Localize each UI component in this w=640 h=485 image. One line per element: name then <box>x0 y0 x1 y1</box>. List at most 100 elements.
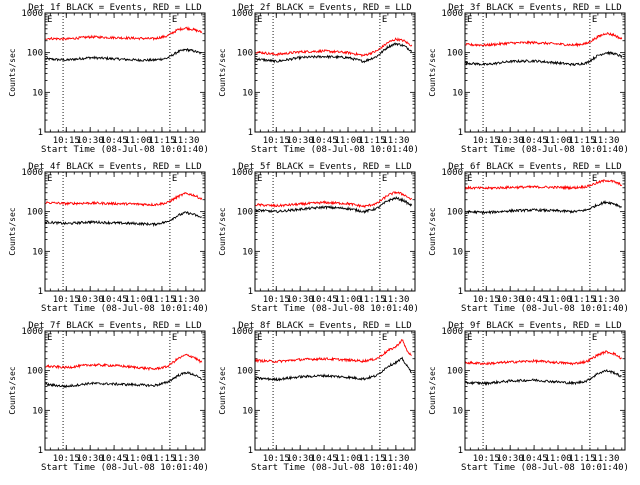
x-tick-label: 10:45 <box>521 136 548 146</box>
y-axis-label: Counts/sec <box>428 48 437 96</box>
lld-series-line <box>255 37 413 58</box>
lld-series-line <box>45 353 203 372</box>
events-series-line <box>255 356 412 382</box>
x-tick-label: 11:15 <box>148 295 175 305</box>
y-tick-label: 1000 <box>21 168 43 178</box>
x-tick-label: 11:00 <box>544 136 571 146</box>
x-tick-label: 11:15 <box>148 136 175 146</box>
y-tick-label: 1 <box>38 446 43 456</box>
panel-title: Det 8f BLACK = Events, RED = LLD <box>238 321 411 331</box>
x-tick-label: 10:45 <box>101 454 128 464</box>
x-tick-label: 11:30 <box>172 295 199 305</box>
y-tick-label: 100 <box>237 367 253 377</box>
marker-label: E <box>382 174 387 184</box>
detector-panel: Det 4f BLACK = Events, RED = LLD 1 10 100 10… <box>8 162 209 314</box>
marker-label: E <box>467 174 472 184</box>
marker-label: E <box>47 15 52 25</box>
plot-frame <box>44 330 206 451</box>
y-tick-label: 100 <box>27 208 43 218</box>
y-tick-label: 100 <box>447 49 463 59</box>
marker-label: E <box>172 15 177 25</box>
x-tick-label: 11:00 <box>334 136 361 146</box>
x-tick-label: 10:15 <box>263 454 290 464</box>
y-tick-label: 1000 <box>441 168 463 178</box>
events-series-line <box>465 369 622 386</box>
x-tick-label: 11:15 <box>358 136 385 146</box>
x-tick-label: 10:15 <box>263 295 290 305</box>
y-tick-label: 1 <box>458 446 463 456</box>
lld-series-line <box>255 191 412 209</box>
plot-frame <box>254 12 416 133</box>
marker-label: E <box>257 333 262 343</box>
y-tick-label: 1 <box>38 287 43 297</box>
y-tick-label: 10 <box>32 247 43 257</box>
y-tick-label: 10 <box>452 88 463 98</box>
x-tick-label: 11:15 <box>358 295 385 305</box>
panel-title: Det 2f BLACK = Events, RED = LLD <box>238 3 411 13</box>
y-tick-label: 1000 <box>231 9 253 19</box>
panel-title: Det 1f BLACK = Events, RED = LLD <box>28 3 201 13</box>
plot-frame <box>464 12 626 133</box>
y-tick-label: 10 <box>452 247 463 257</box>
x-tick-label: 11:15 <box>568 295 595 305</box>
x-tick-label: 10:45 <box>311 454 338 464</box>
x-tick-label: 11:00 <box>544 295 571 305</box>
marker-label: E <box>467 15 472 25</box>
x-tick-label: 10:45 <box>521 454 548 464</box>
y-axis-label: Counts/sec <box>8 366 17 414</box>
detector-panel: Det 3f BLACK = Events, RED = LLD 1 10 100 10… <box>428 3 629 155</box>
y-tick-label: 100 <box>27 367 43 377</box>
y-tick-label: 10 <box>32 88 43 98</box>
y-tick-label: 1 <box>248 128 253 138</box>
x-tick-label: 10:15 <box>473 295 500 305</box>
x-tick-label: 10:45 <box>101 136 128 146</box>
marker-label: E <box>382 15 387 25</box>
y-axis-label: Counts/sec <box>218 207 227 255</box>
marker-label: E <box>172 333 177 343</box>
x-axis-label: Start Time (08-Jul-08 10:01:40) <box>251 145 419 155</box>
y-tick-label: 1 <box>458 128 463 138</box>
x-tick-label: 11:30 <box>592 454 619 464</box>
y-axis-label: Counts/sec <box>428 366 437 414</box>
x-tick-label: 11:30 <box>172 136 199 146</box>
x-tick-label: 10:15 <box>473 136 500 146</box>
lld-series-line <box>465 32 623 48</box>
y-axis-label: Counts/sec <box>218 366 227 414</box>
marker-label: E <box>172 174 177 184</box>
detector-panel: Det 5f BLACK = Events, RED = LLD 1 10 100 10… <box>218 162 419 314</box>
x-tick-label: 11:15 <box>568 454 595 464</box>
plot-frame <box>44 171 206 292</box>
y-tick-label: 1 <box>248 446 253 456</box>
x-tick-label: 11:00 <box>124 136 151 146</box>
y-tick-label: 100 <box>27 49 43 59</box>
panel-title: Det 9f BLACK = Events, RED = LLD <box>448 321 621 331</box>
events-series-line <box>465 50 623 67</box>
x-tick-label: 10:15 <box>53 136 80 146</box>
detector-panel: Det 1f BLACK = Events, RED = LLD 1 10 100 10… <box>8 3 209 155</box>
marker-label: E <box>467 333 472 343</box>
x-tick-label: 10:45 <box>311 295 338 305</box>
lld-series-line <box>45 191 203 207</box>
y-axis-label: Counts/sec <box>8 48 17 96</box>
lld-series-line <box>45 26 203 42</box>
events-series-line <box>255 195 413 214</box>
plot-frame <box>44 12 206 133</box>
y-tick-label: 1000 <box>231 168 253 178</box>
x-tick-label: 11:15 <box>148 454 175 464</box>
panel-title: Det 6f BLACK = Events, RED = LLD <box>448 162 621 172</box>
marker-label: E <box>257 174 262 184</box>
x-tick-label: 10:30 <box>287 136 314 146</box>
x-tick-label: 10:15 <box>53 295 80 305</box>
marker-label: E <box>47 333 52 343</box>
x-tick-label: 10:30 <box>497 136 524 146</box>
y-tick-label: 10 <box>32 406 43 416</box>
x-tick-label: 11:30 <box>382 454 409 464</box>
x-tick-label: 10:15 <box>263 136 290 146</box>
x-tick-label: 10:45 <box>311 136 338 146</box>
x-axis-label: Start Time (08-Jul-08 10:01:40) <box>41 145 209 155</box>
lld-series-line <box>465 350 622 366</box>
x-tick-label: 11:15 <box>568 136 595 146</box>
y-tick-label: 10 <box>242 406 253 416</box>
